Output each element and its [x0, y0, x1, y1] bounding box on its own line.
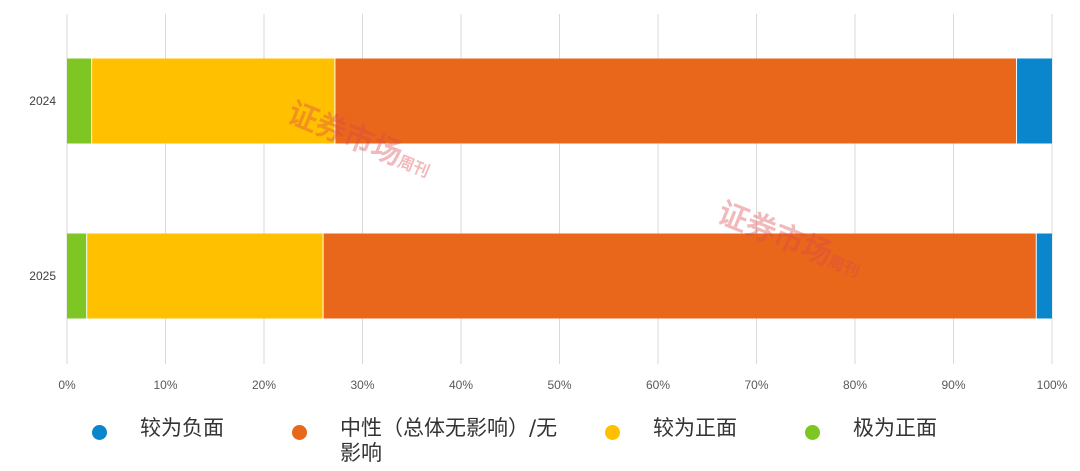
- category-label: 2024: [29, 94, 56, 108]
- bar-segment: [67, 58, 92, 144]
- bar-segment: [91, 58, 335, 144]
- bar-segment: [1036, 233, 1052, 319]
- x-tick-label: 20%: [252, 378, 276, 392]
- legend: 较为负面 中性（总体无影响）/无影响 较为正面 极为正面: [0, 410, 1080, 471]
- legend-item-positive: 较为正面: [605, 416, 737, 441]
- x-tick-label: 10%: [153, 378, 177, 392]
- x-tick-label: 100%: [1037, 378, 1068, 392]
- legend-label: 中性（总体无影响）/无影响: [340, 416, 558, 465]
- x-tick-label: 30%: [350, 378, 374, 392]
- legend-label: 较为负面: [140, 416, 224, 440]
- legend-dot: [92, 425, 107, 440]
- legend-label: 较为正面: [653, 416, 737, 440]
- legend-label: 极为正面: [853, 416, 937, 440]
- legend-dot: [805, 425, 820, 440]
- x-tick-label: 0%: [58, 378, 76, 392]
- x-tick-label: 70%: [744, 378, 768, 392]
- legend-item-very-positive: 极为正面: [805, 416, 937, 441]
- legend-dot: [292, 425, 307, 440]
- x-tick-label: 90%: [941, 378, 965, 392]
- bar-segment: [334, 58, 1017, 144]
- legend-dot: [605, 425, 620, 440]
- x-tick-labels: 0% 10% 20% 30% 40% 50% 60% 70% 80% 90% 100%: [58, 378, 1067, 392]
- bar-segment: [1016, 58, 1052, 144]
- bar-segment: [67, 233, 87, 319]
- x-tick-label: 40%: [449, 378, 473, 392]
- category-labels: 2024 2025: [29, 94, 56, 283]
- stacked-bar-chart: 0% 10% 20% 30% 40% 50% 60% 70% 80% 90% 100% 202420…: [29, 14, 1068, 392]
- legend-item-negative: 较为负面: [92, 416, 224, 441]
- bar-segment: [323, 233, 1037, 319]
- category-label: 2025: [29, 269, 56, 283]
- legend-item-neutral: 中性（总体无影响）/无影响: [292, 416, 575, 466]
- bar-segments: [67, 58, 1052, 319]
- x-tick-label: 60%: [646, 378, 670, 392]
- x-tick-label: 80%: [843, 378, 867, 392]
- x-tick-label: 50%: [547, 378, 571, 392]
- bar-segment: [86, 233, 324, 319]
